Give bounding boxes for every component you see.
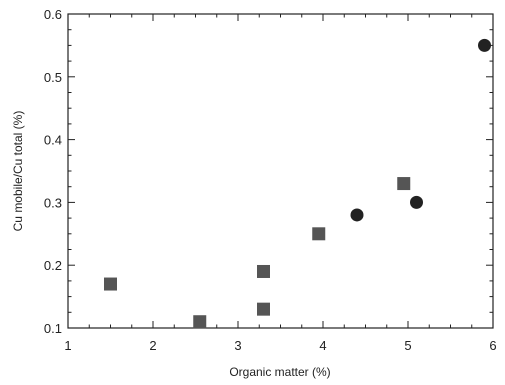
square-marker bbox=[104, 277, 117, 291]
x-tick-label: 2 bbox=[149, 338, 156, 353]
square-marker bbox=[312, 227, 326, 241]
x-tick-label: 5 bbox=[404, 338, 411, 353]
axis-ticks bbox=[67, 13, 494, 329]
y-tick-label: 0.1 bbox=[44, 321, 62, 336]
y-axis-label: Cu mobile/Cu total (%) bbox=[11, 111, 25, 232]
y-tick-label: 0.4 bbox=[44, 133, 62, 148]
x-tick-label: 6 bbox=[489, 338, 496, 353]
square-marker bbox=[257, 302, 270, 316]
square-marker bbox=[397, 177, 411, 191]
y-tick-labels: 0.1 0.2 0.3 0.4 0.5 0.6 bbox=[44, 7, 62, 336]
x-axis-label: Organic matter (%) bbox=[229, 365, 330, 379]
x-tick-label: 1 bbox=[64, 338, 71, 353]
data-points bbox=[104, 38, 491, 329]
x-tick-label: 4 bbox=[319, 338, 326, 353]
circle-marker bbox=[478, 38, 491, 52]
square-marker bbox=[257, 264, 270, 278]
y-tick-label: 0.5 bbox=[44, 70, 62, 85]
x-tick-labels: 1 2 3 4 5 6 bbox=[64, 338, 496, 353]
circle-marker bbox=[350, 208, 364, 222]
x-tick-label: 3 bbox=[234, 338, 241, 353]
y-tick-label: 0.6 bbox=[44, 7, 62, 22]
y-tick-label: 0.3 bbox=[44, 195, 62, 210]
y-tick-label: 0.2 bbox=[44, 258, 62, 273]
plot-frame bbox=[67, 13, 494, 329]
circle-marker bbox=[410, 195, 423, 209]
square-marker bbox=[193, 315, 207, 329]
